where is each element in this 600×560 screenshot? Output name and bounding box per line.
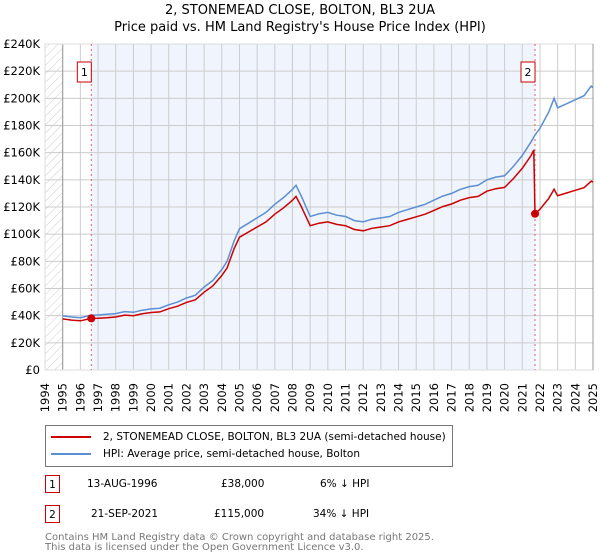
legend: 2, STONEMEAD CLOSE, BOLTON, BL3 2UA (sem… bbox=[45, 425, 453, 467]
x-tick-label: 2014 bbox=[392, 383, 406, 412]
chart-title-line1: 2, STONEMEAD CLOSE, BOLTON, BL3 2UA bbox=[165, 3, 435, 18]
sale-point bbox=[531, 209, 540, 218]
sale-label-box bbox=[520, 61, 536, 83]
property-line-swatch bbox=[51, 436, 91, 438]
y-tick-label: £240K bbox=[3, 37, 40, 51]
sale-badge: 2 bbox=[45, 505, 60, 523]
x-tick-label: 2018 bbox=[462, 383, 476, 412]
sale-label: 1 bbox=[81, 66, 88, 79]
x-tick-label: 1996 bbox=[73, 383, 87, 412]
sale-row-1: 1 13-AUG-1996 £38,000 6% ↓ HPI bbox=[45, 475, 445, 495]
x-tick-label: 2011 bbox=[339, 383, 353, 412]
y-tick-label: £200K bbox=[3, 91, 40, 105]
y-tick-label: £120K bbox=[3, 200, 40, 214]
hpi-series-line bbox=[62, 85, 594, 319]
x-tick-label: 2009 bbox=[303, 383, 317, 412]
sale-label-box bbox=[76, 61, 92, 83]
x-tick-label: 1994 bbox=[38, 383, 52, 412]
x-tick-label: 2000 bbox=[144, 383, 158, 412]
x-tick-label: 2003 bbox=[197, 383, 211, 412]
price-chart: 1994 1995 1996 1997 1998 1999 2000 2001 2002 2003… bbox=[3, 37, 600, 412]
y-tick-label: £140K bbox=[3, 173, 40, 187]
x-tick-label: 2004 bbox=[215, 383, 229, 412]
x-tick-label: 1999 bbox=[126, 383, 140, 412]
y-tick-label: £180K bbox=[3, 119, 40, 133]
y-tick-label: £20K bbox=[11, 336, 41, 350]
legend-hpi-label: HPI: Average price, semi-detached house,… bbox=[103, 448, 360, 460]
chart-title-line2: Price paid vs. HM Land Registry's House … bbox=[114, 20, 486, 35]
x-tick-label: 2017 bbox=[445, 383, 459, 412]
footer-line1: Contains HM Land Registry data © Crown c… bbox=[45, 532, 434, 543]
x-tick-label: 2022 bbox=[533, 383, 547, 412]
sale-point bbox=[87, 314, 96, 323]
y-tick-label: £0 bbox=[25, 363, 40, 377]
x-tick-label: 2010 bbox=[321, 383, 335, 412]
sale-price: £115,000 bbox=[214, 508, 265, 520]
y-tick-label: £220K bbox=[3, 64, 40, 78]
footer: Contains HM Land Registry data © Crown c… bbox=[45, 533, 434, 553]
sale-date: 21-SEP-2021 bbox=[91, 508, 159, 520]
x-tick-label: 2013 bbox=[374, 383, 388, 412]
x-tick-label: 1997 bbox=[91, 383, 105, 412]
x-tick-label: 2019 bbox=[480, 383, 494, 412]
x-tick-label: 2023 bbox=[551, 383, 565, 412]
x-tick-label: 2024 bbox=[568, 383, 582, 412]
y-tick-label: £160K bbox=[3, 146, 40, 160]
y-tick-label: £100K bbox=[3, 227, 40, 241]
x-tick-label: 2025 bbox=[586, 383, 600, 412]
x-tick-label: 2008 bbox=[285, 383, 299, 412]
sale-hpi-diff: 6% ↓ HPI bbox=[320, 478, 370, 490]
x-tick-label: 2012 bbox=[356, 383, 370, 412]
x-tick-label: 2016 bbox=[427, 383, 441, 412]
x-tick-label: 2020 bbox=[498, 383, 512, 412]
x-tick-label: 2015 bbox=[409, 383, 423, 412]
x-tick-label: 2007 bbox=[268, 383, 282, 412]
sale-row-2: 2 21-SEP-2021 £115,000 34% ↓ HPI bbox=[45, 505, 445, 525]
x-tick-label: 1998 bbox=[109, 383, 123, 412]
x-tick-label: 2001 bbox=[162, 383, 176, 412]
property-series-line bbox=[62, 149, 594, 322]
x-tick-label: 2005 bbox=[232, 383, 246, 412]
hpi-line-swatch bbox=[51, 453, 91, 455]
y-tick-label: £40K bbox=[11, 309, 41, 323]
sale-hpi-diff: 34% ↓ HPI bbox=[313, 508, 370, 520]
sale-price: £38,000 bbox=[221, 478, 265, 490]
y-tick-label: £80K bbox=[11, 254, 41, 268]
x-tick-label: 2006 bbox=[250, 383, 264, 412]
x-tick-label: 2021 bbox=[515, 383, 529, 412]
legend-property-label: 2, STONEMEAD CLOSE, BOLTON, BL3 2UA (sem… bbox=[103, 431, 446, 443]
legend-item-property: 2, STONEMEAD CLOSE, BOLTON, BL3 2UA (sem… bbox=[46, 429, 446, 445]
y-tick-label: £60K bbox=[11, 282, 41, 296]
sale-date: 13-AUG-1996 bbox=[87, 478, 158, 490]
legend-item-hpi: HPI: Average price, semi-detached house,… bbox=[46, 446, 360, 462]
x-tick-label: 2002 bbox=[179, 383, 193, 412]
sale-label: 2 bbox=[525, 66, 532, 79]
footer-line2: This data is licensed under the Open Gov… bbox=[45, 542, 364, 553]
sale-badge: 1 bbox=[45, 475, 60, 493]
x-tick-label: 1995 bbox=[56, 383, 70, 412]
